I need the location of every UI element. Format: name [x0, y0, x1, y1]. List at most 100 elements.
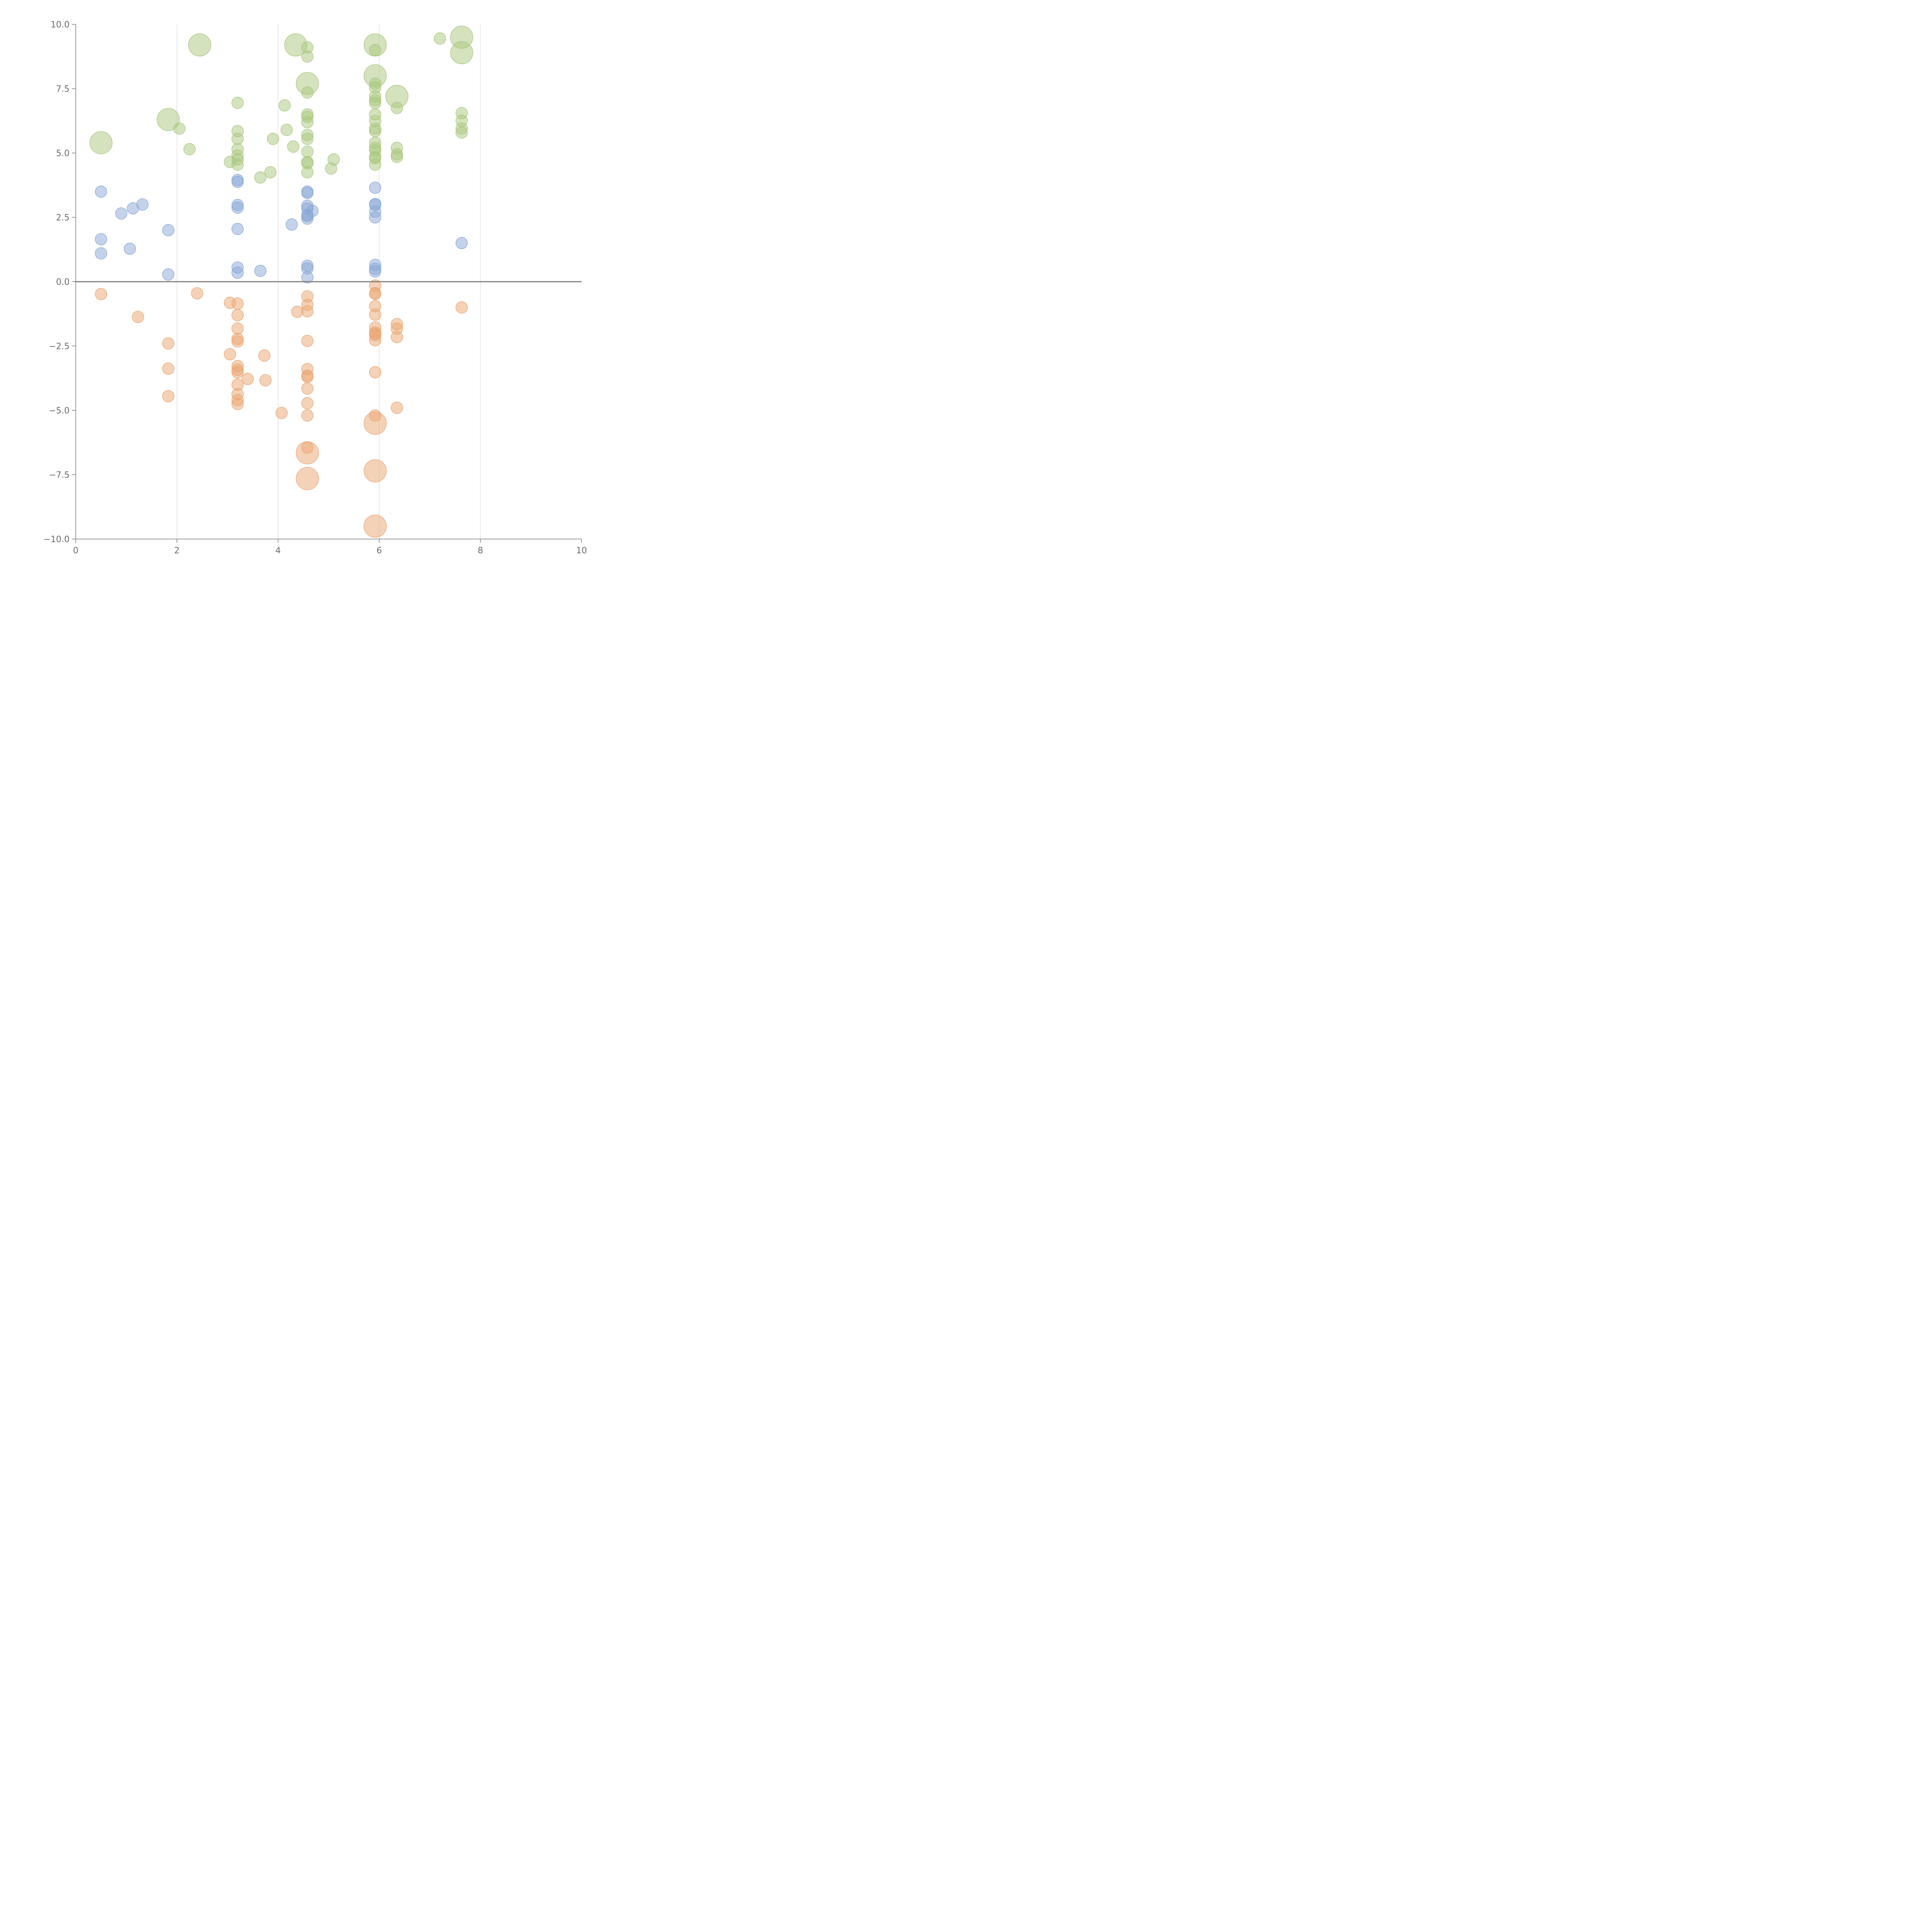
- data-point: [231, 309, 244, 321]
- y-tick-label: −10.0: [44, 535, 70, 544]
- data-point: [301, 166, 314, 179]
- data-point: [231, 266, 244, 279]
- data-point: [231, 201, 244, 214]
- data-point: [296, 441, 319, 464]
- data-point: [231, 322, 244, 335]
- data-point: [369, 211, 381, 224]
- data-point: [364, 412, 387, 435]
- data-point: [231, 297, 244, 310]
- data-point: [224, 348, 236, 361]
- data-point: [301, 371, 314, 383]
- data-point: [301, 397, 314, 410]
- data-point: [301, 50, 314, 63]
- data-point: [267, 133, 279, 145]
- y-tick-label: 0.0: [56, 277, 70, 287]
- x-tick-label: 10: [576, 546, 587, 556]
- data-point: [286, 218, 298, 231]
- data-point: [327, 153, 340, 166]
- data-point: [364, 459, 387, 483]
- data-point: [281, 124, 293, 136]
- data-point: [456, 301, 468, 314]
- data-point: [369, 334, 381, 346]
- axes: [75, 24, 582, 539]
- data-point: [434, 32, 446, 45]
- data-point: [95, 288, 107, 300]
- series-1: [95, 174, 468, 284]
- data-point: [301, 116, 314, 128]
- data-point: [391, 102, 403, 114]
- data-point: [301, 86, 314, 99]
- data-point: [369, 265, 381, 278]
- x-tick-label: 0: [73, 546, 78, 556]
- data-point: [162, 224, 175, 236]
- y-tick-label: −2.5: [49, 342, 70, 352]
- data-point: [258, 349, 271, 362]
- series-2: [95, 279, 468, 538]
- y-tick-label: −7.5: [49, 471, 70, 480]
- x-axis-ticks: 0 2 4 6 8 10: [73, 539, 587, 556]
- data-point: [264, 166, 277, 179]
- data-point: [162, 268, 175, 281]
- data-point: [156, 108, 180, 131]
- y-axis-ticks: 10.0 7.5 5.0 2.5 0.0 −2.5 −5.0 −7.5 −10.0: [44, 20, 76, 544]
- data-point: [188, 33, 211, 57]
- data-point: [450, 41, 473, 65]
- scatter-chart: 0 2 4 6 8 10 10.0 7.5 5.0 2.5 0.0 −2.5 −5.0 −7.5 −10.…: [44, 20, 587, 556]
- data-point: [369, 308, 381, 321]
- data-point: [191, 287, 203, 299]
- data-point: [391, 331, 403, 343]
- data-point: [301, 133, 314, 145]
- data-point: [124, 243, 136, 255]
- data-point: [231, 335, 244, 348]
- data-point: [231, 223, 244, 235]
- data-point: [231, 366, 244, 379]
- data-point: [291, 306, 304, 318]
- data-point: [254, 265, 267, 277]
- data-point: [242, 372, 254, 385]
- data-point: [369, 158, 381, 171]
- y-tick-label: 7.5: [56, 85, 70, 94]
- data-point: [254, 171, 267, 184]
- data-point: [183, 143, 196, 155]
- data-point: [301, 271, 314, 284]
- data-point: [115, 207, 128, 220]
- data-point: [391, 401, 403, 414]
- data-points: [89, 26, 473, 538]
- data-point: [456, 126, 468, 139]
- data-point: [306, 205, 319, 217]
- data-point: [95, 247, 107, 260]
- data-point: [301, 382, 314, 395]
- data-point: [162, 337, 175, 350]
- data-point: [162, 362, 175, 375]
- x-tick-label: 6: [376, 546, 382, 556]
- data-point: [132, 311, 144, 323]
- y-tick-label: 10.0: [51, 20, 70, 30]
- data-point: [95, 233, 107, 245]
- data-point: [364, 514, 387, 538]
- data-point: [231, 175, 244, 188]
- data-point: [231, 133, 244, 145]
- data-point: [231, 398, 244, 410]
- data-point: [276, 406, 288, 419]
- data-point: [95, 185, 107, 198]
- data-point: [456, 237, 468, 249]
- y-tick-label: 5.0: [56, 149, 70, 158]
- data-point: [136, 198, 149, 211]
- data-point: [278, 99, 291, 112]
- data-point: [173, 122, 186, 135]
- data-point: [301, 145, 314, 158]
- y-tick-label: 2.5: [56, 213, 70, 223]
- x-tick-label: 4: [276, 546, 281, 556]
- data-point: [301, 305, 314, 318]
- series-0: [89, 26, 473, 184]
- data-point: [369, 366, 381, 379]
- y-tick-label: −5.0: [49, 406, 70, 416]
- data-point: [89, 131, 113, 155]
- x-tick-label: 2: [174, 546, 180, 556]
- data-point: [369, 182, 381, 194]
- data-point: [287, 140, 299, 153]
- data-point: [391, 151, 403, 163]
- data-point: [301, 187, 314, 199]
- data-point: [259, 374, 272, 386]
- data-point: [369, 97, 381, 109]
